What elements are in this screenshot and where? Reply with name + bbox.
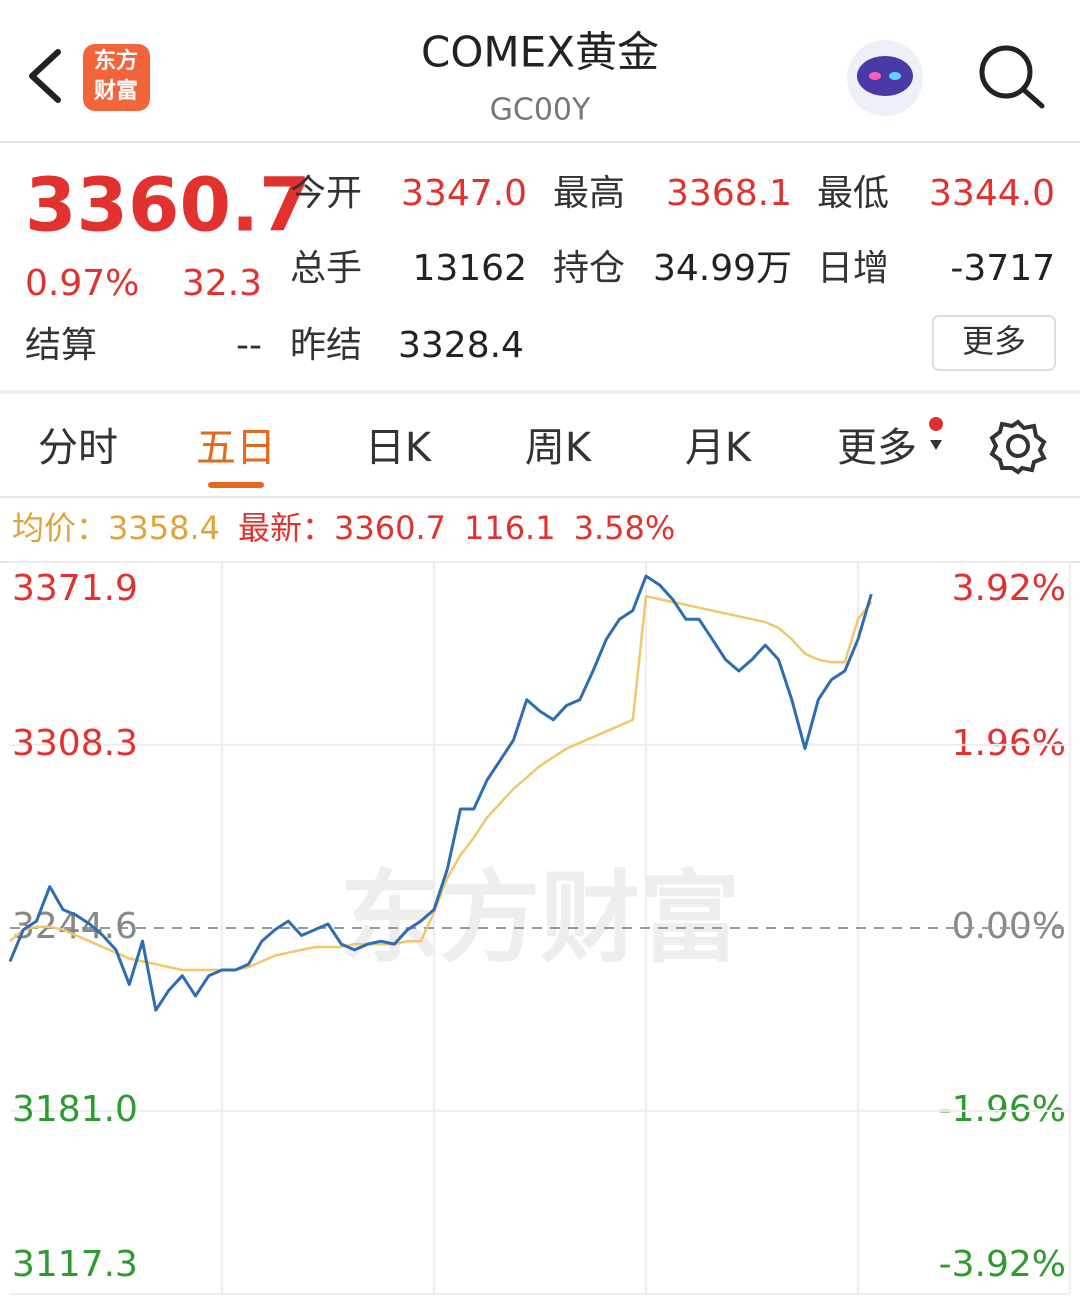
search-button[interactable]	[979, 45, 1045, 109]
field-label: 总手	[290, 248, 362, 289]
field-label: 日增	[817, 248, 889, 289]
tab[interactable]: 五日	[196, 425, 276, 471]
tab[interactable]: 周K	[525, 425, 593, 471]
badge-dot	[929, 417, 943, 431]
field-label: 持仓	[553, 248, 625, 289]
field-label: 最高	[553, 173, 625, 214]
y2-tick-label: -3.92%	[939, 1244, 1066, 1285]
more-button-text: 更多	[962, 322, 1026, 360]
more-button[interactable]	[932, 315, 1056, 371]
settings-button[interactable]	[989, 419, 1047, 475]
logo-text: 财富	[94, 78, 138, 104]
field-value: 3344.0	[929, 173, 1055, 214]
field-value: 34.99万	[653, 248, 792, 289]
y-tick-label: 3371.9	[12, 568, 138, 609]
y-tick-label: 3308.3	[12, 723, 138, 764]
info-avg-label: 均价：	[12, 509, 108, 547]
title: COMEX黄金	[421, 28, 659, 77]
field-value: 3347.0	[401, 173, 527, 214]
code: GC00Y	[490, 93, 591, 128]
info-latest-value: 3360.7	[334, 509, 446, 547]
info-latest-label: 最新：	[238, 509, 334, 547]
change-pct: 0.97%	[25, 263, 139, 304]
tab[interactable]: 月K	[685, 425, 753, 471]
dropdown-arrow	[930, 440, 942, 450]
assistant-avatar[interactable]	[847, 40, 923, 116]
field-label: 结算	[25, 325, 97, 366]
chart: 东方财富 -3.92% -1.96% 0.00% 1.96% 3.92% 3117.3 318…	[8, 561, 1071, 1295]
y2-tick-label: 1.96%	[952, 723, 1066, 764]
tab[interactable]: 更多	[837, 425, 917, 471]
field-label: 最低	[817, 173, 889, 214]
field-label: 昨结	[290, 325, 362, 366]
back-button[interactable]	[29, 49, 61, 103]
info-avg-value: 3358.4	[108, 509, 220, 547]
series-line	[9, 594, 873, 972]
last-price: 3360.7	[25, 163, 311, 249]
app-logo[interactable]	[83, 44, 150, 111]
field-value: 3328.4	[398, 325, 524, 366]
watermark: 东方财富	[340, 859, 740, 976]
y-tick-label: 3117.3	[12, 1244, 138, 1285]
logo-text: 东方	[94, 48, 138, 74]
field-value: 13162	[412, 248, 527, 289]
tab[interactable]: 分时	[38, 425, 118, 471]
field-label: 今开	[290, 173, 362, 214]
tab-indicator	[208, 482, 264, 488]
info-change-pct: 3.58%	[574, 509, 676, 547]
y2-tick-label: 3.92%	[952, 568, 1066, 609]
field-value: 3368.1	[666, 173, 792, 214]
divider	[0, 390, 1080, 394]
y2-tick-label: -1.96%	[939, 1089, 1066, 1130]
field-value: -3717	[950, 248, 1055, 289]
field-value: --	[236, 325, 262, 366]
y2-tick-label: 0.00%	[952, 906, 1066, 947]
tab[interactable]: 日K	[365, 425, 433, 471]
info-change: 116.1	[464, 509, 556, 547]
series-line	[8, 574, 873, 1012]
change: 32.3	[182, 263, 262, 304]
y-tick-label: 3181.0	[12, 1089, 138, 1130]
